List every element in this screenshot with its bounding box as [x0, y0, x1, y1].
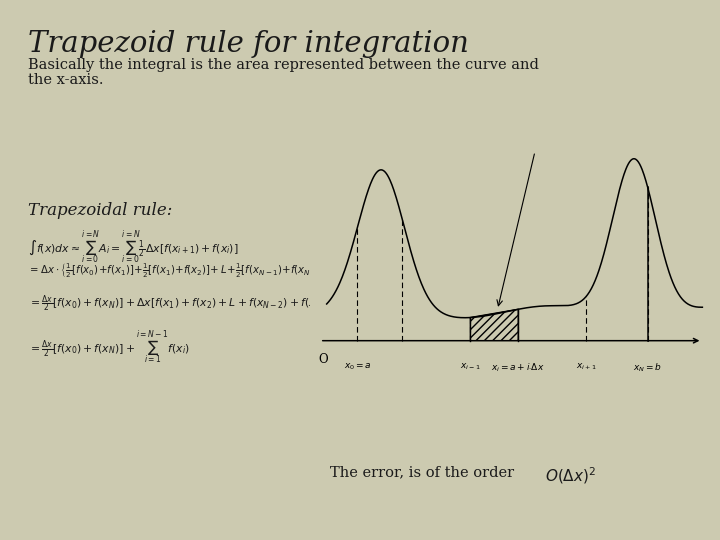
Text: $x_i=a+i_{\cdot}\Delta x$: $x_i=a+i_{\cdot}\Delta x$: [491, 362, 545, 374]
Text: O: O: [318, 353, 328, 367]
Text: $x_N=b$: $x_N=b$: [634, 362, 662, 374]
Text: $= \Delta x \cdot \left\{\frac{1}{2}[f(x_0)\!+\!f(x_1)]\!+\!\frac{1}{2}[f(x_1)\!: $= \Delta x \cdot \left\{\frac{1}{2}[f(x…: [28, 262, 323, 280]
Text: The error, is of the order: The error, is of the order: [330, 465, 514, 479]
Text: $A_i=(1/2)[f(x_i)-f(x_{i-1})]\Delta x$: $A_i=(1/2)[f(x_i)-f(x_{i-1})]\Delta x$: [505, 153, 652, 167]
Text: $= \frac{\Delta x}{2}\left[f(x_0)+f(x_N)\right]+\sum_{i=1}^{i=N-1} f(x_i)$: $= \frac{\Delta x}{2}\left[f(x_0)+f(x_N)…: [28, 330, 190, 367]
Text: $x_{i-1}$: $x_{i-1}$: [460, 362, 480, 373]
Text: Trapezoid rule for integration: Trapezoid rule for integration: [28, 30, 469, 58]
Text: $= \frac{\Delta x}{2}\left[f(x_0)+f(x_N)\right]+\Delta x\left[f(x_1)+f(x_2)+L+f(: $= \frac{\Delta x}{2}\left[f(x_0)+f(x_N)…: [28, 294, 345, 315]
Text: Basically the integral is the area represented between the curve and: Basically the integral is the area repre…: [28, 58, 539, 72]
Text: $x_{i+1}$: $x_{i+1}$: [576, 362, 596, 373]
Text: the x-axis.: the x-axis.: [28, 73, 104, 87]
Text: Trapezoidal rule:: Trapezoidal rule:: [28, 202, 172, 219]
Text: $x_0=a$: $x_0=a$: [343, 362, 372, 373]
Text: $O(\Delta x)^2$: $O(\Delta x)^2$: [545, 465, 596, 485]
Text: $\int f(x)dx \approx \sum_{i=0}^{i=N} A_i = \sum_{i=0}^{i=N} \frac{1}{2}\Delta x: $\int f(x)dx \approx \sum_{i=0}^{i=N} A_…: [28, 230, 238, 267]
